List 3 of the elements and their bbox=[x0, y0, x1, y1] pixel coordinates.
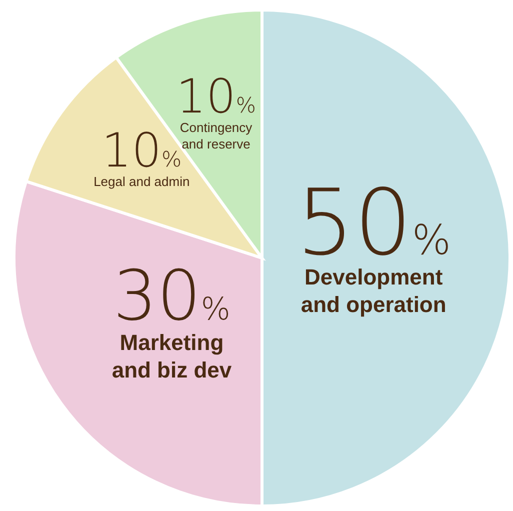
slice-label: Marketing and biz dev bbox=[112, 330, 232, 382]
slice-label: Legal and admin bbox=[94, 174, 190, 190]
slice-label: Contingency and reserve bbox=[180, 120, 253, 152]
